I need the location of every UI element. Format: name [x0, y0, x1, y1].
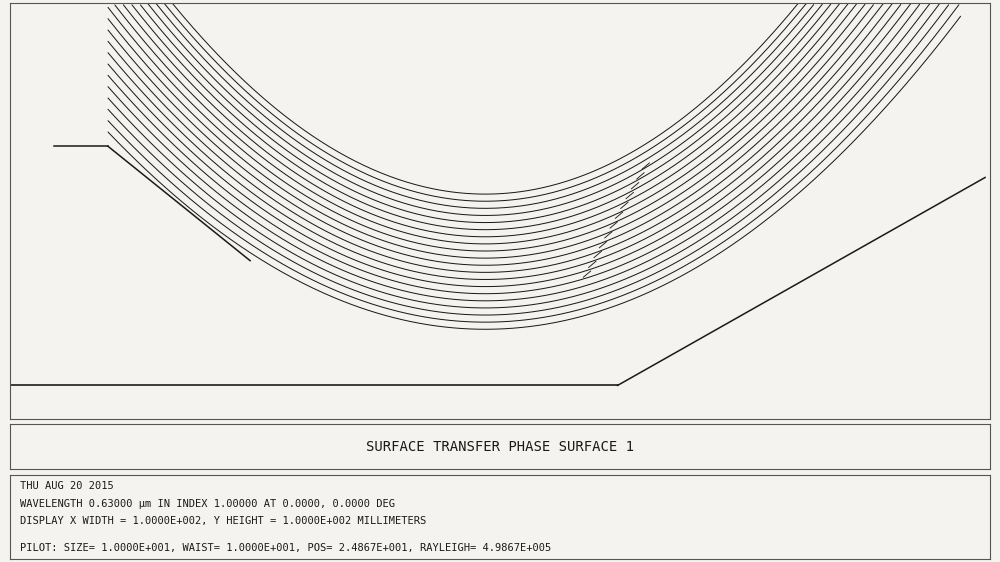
- Text: PILOT: SIZE= 1.0000E+001, WAIST= 1.0000E+001, POS= 2.4867E+001, RAYLEIGH= 4.9867: PILOT: SIZE= 1.0000E+001, WAIST= 1.0000E…: [20, 543, 551, 553]
- Text: DISPLAY X WIDTH = 1.0000E+002, Y HEIGHT = 1.0000E+002 MILLIMETERS: DISPLAY X WIDTH = 1.0000E+002, Y HEIGHT …: [20, 516, 426, 526]
- Text: WAVELENGTH 0.63000 μm IN INDEX 1.00000 AT 0.0000, 0.0000 DEG: WAVELENGTH 0.63000 μm IN INDEX 1.00000 A…: [20, 500, 395, 509]
- Text: THU AUG 20 2015: THU AUG 20 2015: [20, 481, 114, 491]
- Text: SURFACE TRANSFER PHASE SURFACE 1: SURFACE TRANSFER PHASE SURFACE 1: [366, 440, 634, 454]
